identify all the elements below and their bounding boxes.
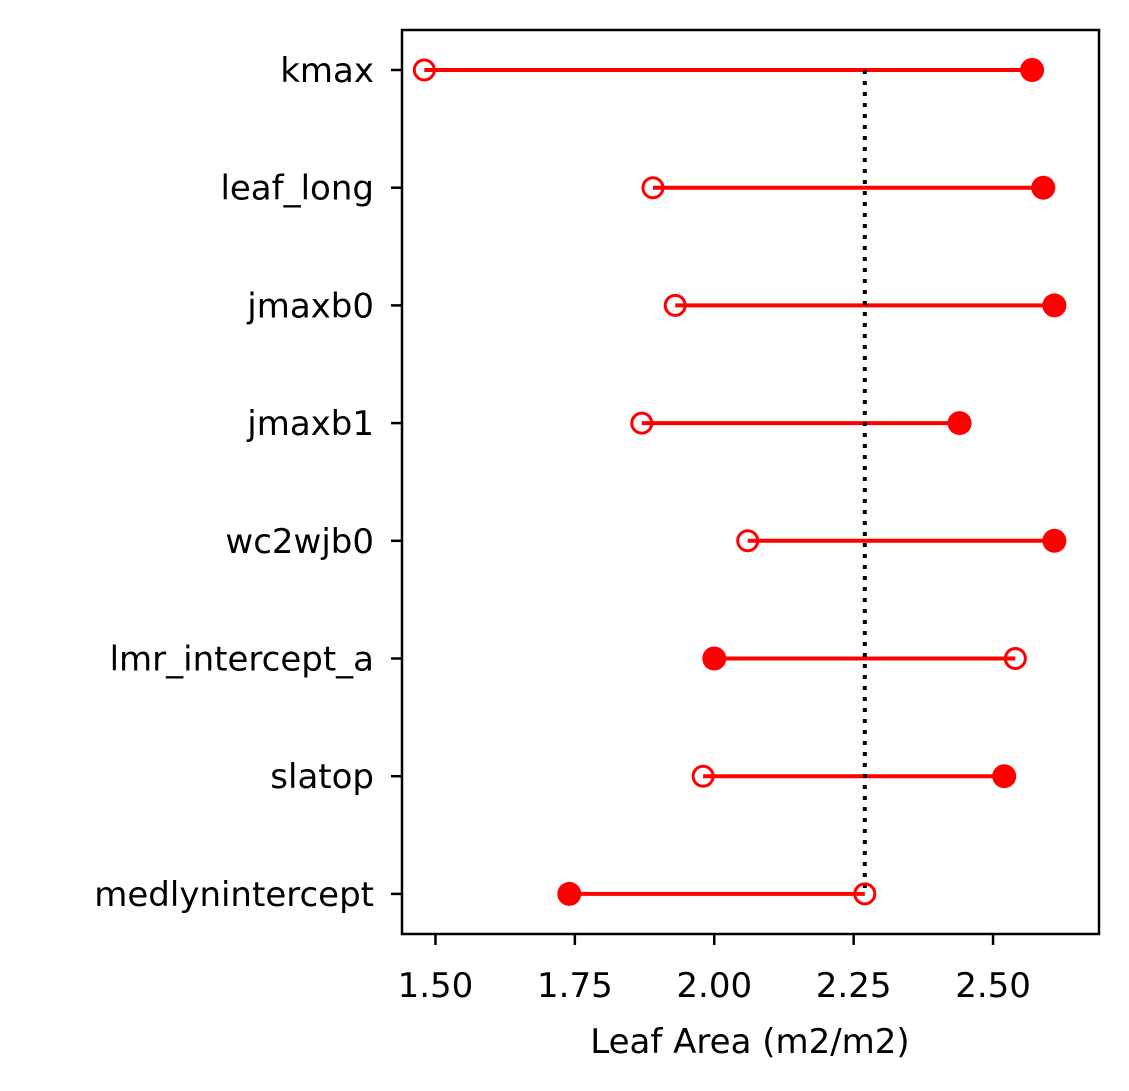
x-axis-title: Leaf Area (m2/m2) bbox=[590, 1022, 909, 1062]
y-tick-label: leaf_long bbox=[220, 169, 374, 209]
filled-marker bbox=[1042, 293, 1067, 318]
open-marker bbox=[691, 764, 715, 788]
open-marker bbox=[412, 58, 436, 82]
filled-marker bbox=[557, 881, 582, 906]
x-tick-label: 2.00 bbox=[676, 966, 752, 1006]
open-marker bbox=[630, 411, 654, 435]
filled-marker bbox=[1031, 175, 1056, 200]
x-tick-label: 2.50 bbox=[955, 966, 1031, 1006]
filled-marker bbox=[702, 646, 727, 671]
x-tick-label: 1.75 bbox=[537, 966, 613, 1006]
plot-frame bbox=[400, 28, 1101, 936]
open-marker bbox=[853, 882, 877, 906]
y-tick-label: slatop bbox=[270, 757, 374, 797]
y-tick-label: medlynintercept bbox=[94, 875, 374, 915]
filled-marker bbox=[947, 411, 972, 436]
y-tick-label: jmaxb1 bbox=[246, 404, 374, 444]
filled-marker bbox=[992, 764, 1017, 789]
y-tick-label: lmr_intercept_a bbox=[110, 640, 374, 680]
plot-marks bbox=[412, 58, 1067, 906]
filled-marker bbox=[1020, 58, 1045, 82]
open-marker bbox=[736, 529, 760, 553]
x-tick-label: 2.25 bbox=[816, 966, 892, 1006]
open-marker bbox=[1003, 647, 1027, 670]
open-marker bbox=[663, 293, 687, 317]
y-tick-label: jmaxb0 bbox=[246, 286, 374, 326]
y-axis: kmax leaf_long jmaxb0 jmaxb1 wc2wjb0 lmr_inte… bbox=[94, 51, 402, 915]
x-axis: 1.50 1.75 2.00 2.25 2.50 bbox=[398, 934, 1031, 1006]
open-marker bbox=[641, 176, 665, 200]
y-tick-label: kmax bbox=[280, 51, 374, 91]
y-tick-label: wc2wjb0 bbox=[225, 522, 374, 562]
filled-marker bbox=[1042, 528, 1067, 553]
x-tick-label: 1.50 bbox=[398, 966, 474, 1006]
